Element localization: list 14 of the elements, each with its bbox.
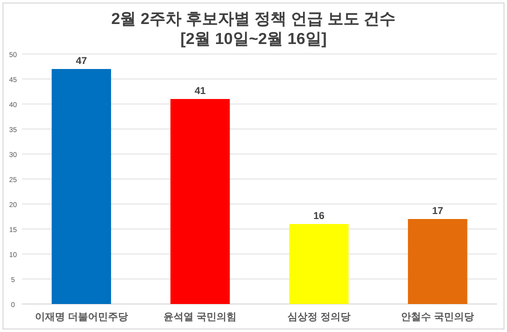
- chart-title: 2월 2주차 후보자별 정책 언급 보도 건수: [111, 11, 396, 28]
- data-label: 16: [313, 211, 325, 222]
- x-tick-label: 이재명 더불어민주당: [34, 312, 128, 323]
- data-label: 41: [194, 86, 206, 97]
- x-tick-label: 윤석열 국민의힘: [164, 312, 237, 323]
- bar: [170, 99, 230, 304]
- x-tick-label: 안철수 국민의당: [401, 312, 474, 323]
- x-tick-label: 심상정 정의당: [287, 312, 350, 323]
- chart-subtitle: [2월 10일~2월 16일]: [180, 31, 327, 48]
- bar: [52, 69, 112, 304]
- bar: [289, 224, 349, 304]
- bar: [408, 219, 468, 304]
- data-label: 17: [432, 206, 444, 217]
- data-label: 47: [76, 56, 88, 67]
